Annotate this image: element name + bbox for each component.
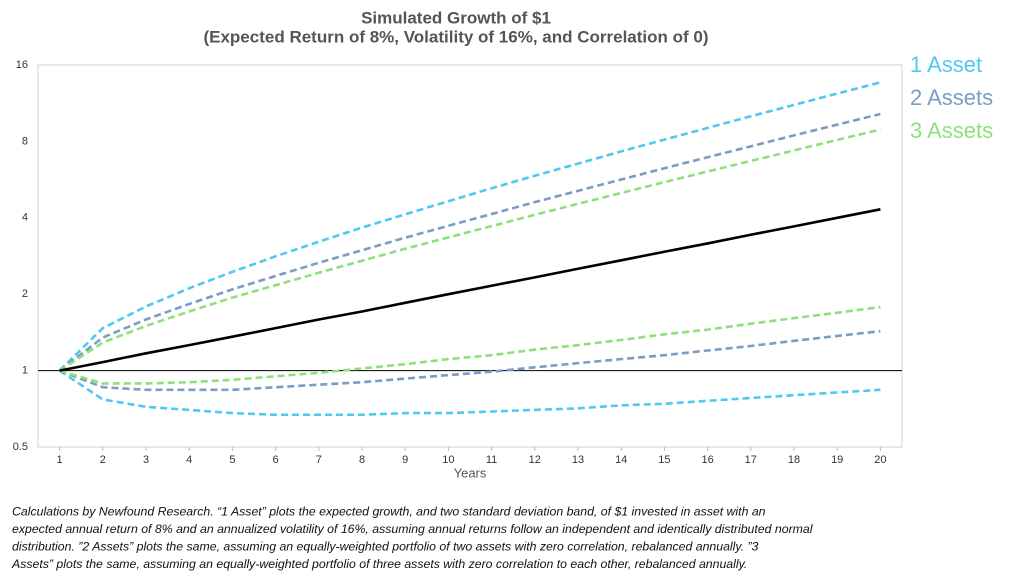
x-tick-label: 20: [874, 454, 886, 466]
x-tick-label: 19: [831, 454, 843, 466]
lower-band-line: [58, 369, 881, 417]
x-tick-label: 9: [402, 454, 408, 466]
legend-entry: 3 Assets: [910, 118, 993, 143]
y-tick-label: 1: [22, 365, 28, 377]
y-tick-label: 8: [22, 135, 28, 147]
y-tick-label: 4: [22, 212, 28, 224]
x-tick-label: 13: [572, 454, 584, 466]
x-tick-label: 2: [100, 454, 106, 466]
caption-line: expected annual return of 8% and an annu…: [12, 522, 814, 536]
chart-title: Simulated Growth of $1: [361, 8, 551, 27]
lower-band-line: [59, 329, 881, 392]
x-tick-label: 5: [229, 454, 235, 466]
x-tick-label: 16: [701, 454, 713, 466]
x-tick-label: 12: [529, 454, 541, 466]
x-axis-label: Years: [454, 465, 487, 480]
x-tick-label: 8: [359, 454, 365, 466]
y-tick-label: 0.5: [13, 441, 28, 453]
plot-frame: [37, 64, 903, 448]
y-tick-label: 16: [16, 59, 28, 71]
caption-line: Calculations by Newfound Research. “1 As…: [12, 504, 766, 518]
x-tick-label: 7: [316, 454, 322, 466]
chart-subtitle: (Expected Return of 8%, Volatility of 16…: [203, 27, 708, 46]
x-tick-label: 10: [442, 454, 454, 466]
x-tick-label: 14: [615, 454, 627, 466]
y-tick-label: 2: [22, 288, 28, 300]
x-tick-label: 3: [143, 454, 149, 466]
x-tick-label: 1: [57, 454, 63, 466]
caption-line: distribution. ”2 Assets” plots the same,…: [12, 539, 759, 553]
x-tick-label: 15: [658, 454, 670, 466]
x-tick-label: 4: [186, 454, 192, 466]
legend-entry: 1 Asset: [910, 52, 982, 77]
x-tick-label: 18: [788, 454, 800, 466]
x-tick-label: 6: [273, 454, 279, 466]
upper-band-line: [58, 128, 881, 372]
upper-band-line: [58, 112, 881, 372]
lower-band-line: [59, 305, 881, 385]
median-line: [59, 208, 881, 372]
x-tick-label: 17: [745, 454, 757, 466]
x-tick-label: 11: [486, 454, 497, 466]
legend-entry: 2 Assets: [910, 85, 993, 110]
upper-band-line: [58, 81, 881, 372]
caption-line: Assets” plots the same, assuming an equa…: [11, 557, 747, 571]
